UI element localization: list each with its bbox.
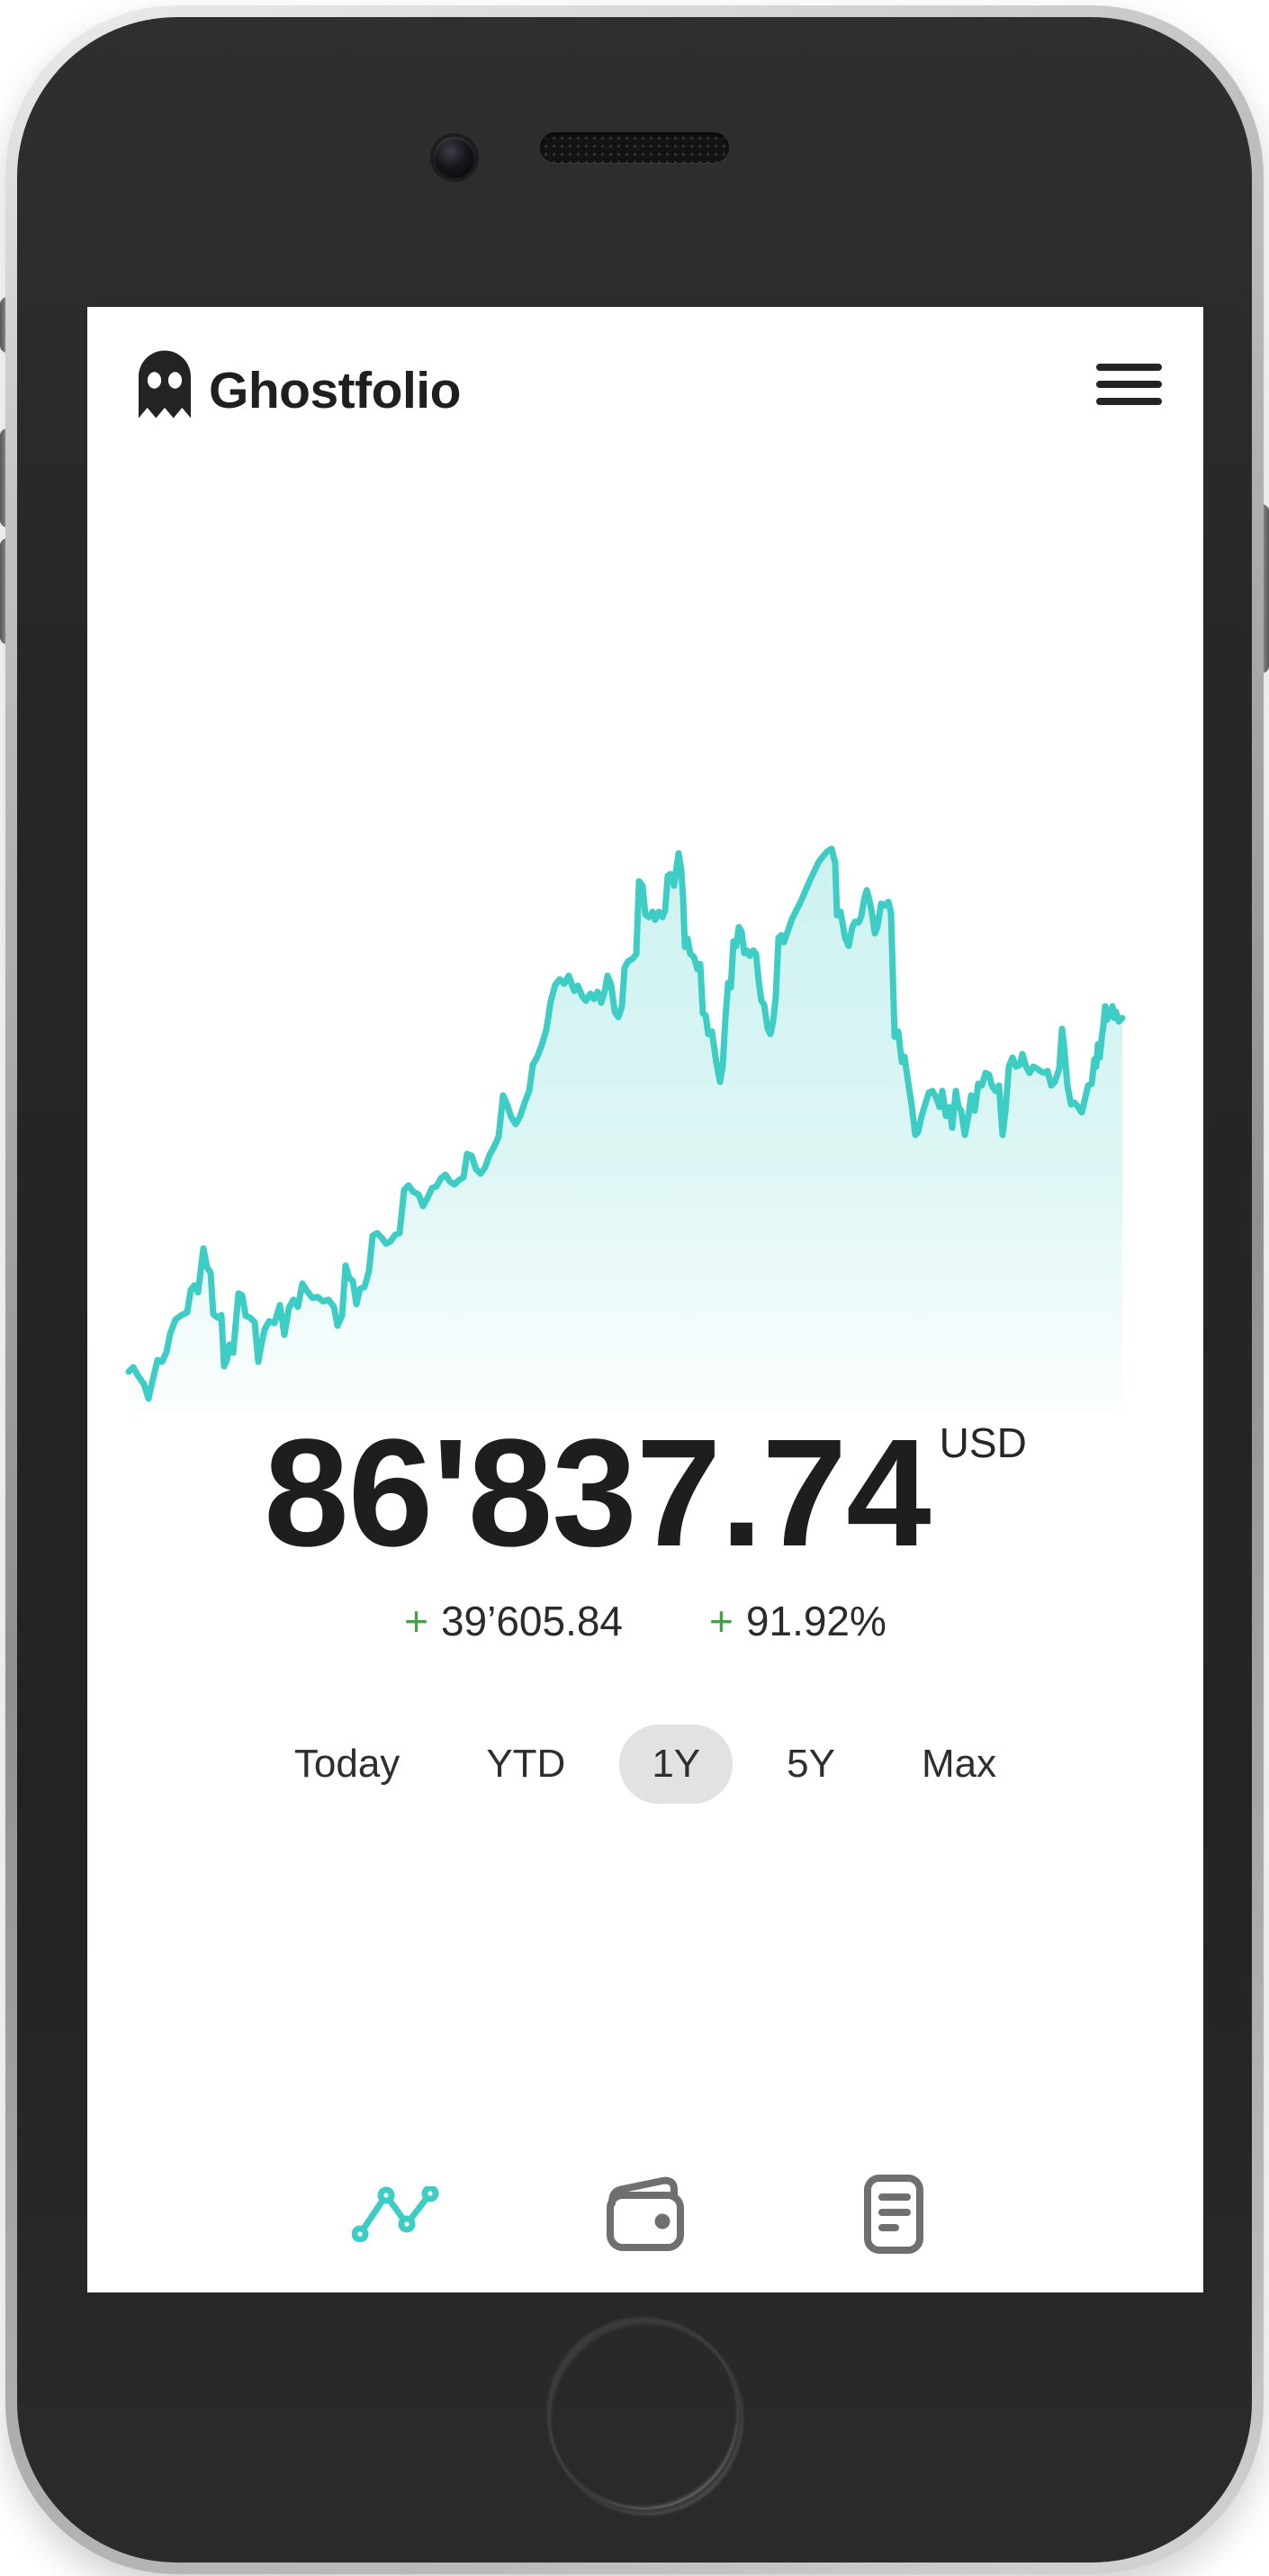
range-button-max[interactable]: Max [889, 1725, 1029, 1804]
change-percent: + 91.92% [709, 1597, 886, 1645]
nav-item-activities[interactable] [847, 2172, 940, 2258]
app-header: Ghostfolio [139, 347, 1162, 422]
line-chart-icon [351, 2184, 442, 2245]
bottom-navigation [87, 2172, 1203, 2258]
performance-chart [125, 845, 1126, 1412]
brand-logo[interactable]: Ghostfolio [139, 348, 461, 420]
chart-area-fill [129, 849, 1122, 1412]
change-absolute-value: 39’605.84 [440, 1598, 624, 1644]
wallet-icon [605, 2176, 686, 2255]
chart-line [125, 845, 1126, 1402]
front-camera-icon [434, 137, 475, 178]
change-absolute: + 39’605.84 [404, 1597, 623, 1645]
phone-frame: Ghostfolio [5, 5, 1264, 2574]
app-title: Ghostfolio [209, 362, 461, 419]
change-row: + 39’605.84 + 91.92% [87, 1597, 1203, 1645]
range-button-today[interactable]: Today [262, 1725, 432, 1804]
phone-body: Ghostfolio [17, 17, 1252, 2562]
range-button-1y[interactable]: 1Y [619, 1725, 734, 1804]
speaker-grille-icon [540, 132, 729, 163]
nav-item-wallet[interactable] [598, 2172, 692, 2258]
portfolio-value: 86'837.74 [264, 1408, 931, 1579]
range-selector: Today YTD 1Y 5Y Max [87, 1725, 1203, 1804]
range-button-5y[interactable]: 5Y [754, 1725, 868, 1804]
change-percent-value: 91.92% [745, 1598, 886, 1644]
plus-icon: + [404, 1598, 428, 1644]
ghost-icon [139, 350, 191, 419]
range-button-ytd[interactable]: YTD [454, 1725, 598, 1804]
hamburger-menu-icon[interactable] [1096, 358, 1162, 410]
currency-label: USD [939, 1419, 1027, 1466]
nav-item-performance[interactable] [350, 2172, 444, 2258]
portfolio-value-row: 86'837.74 USD [87, 1417, 1203, 1570]
app-screen: Ghostfolio [87, 307, 1203, 2292]
document-list-icon [864, 2174, 923, 2256]
home-button [547, 2319, 742, 2513]
plus-icon: + [709, 1598, 734, 1644]
